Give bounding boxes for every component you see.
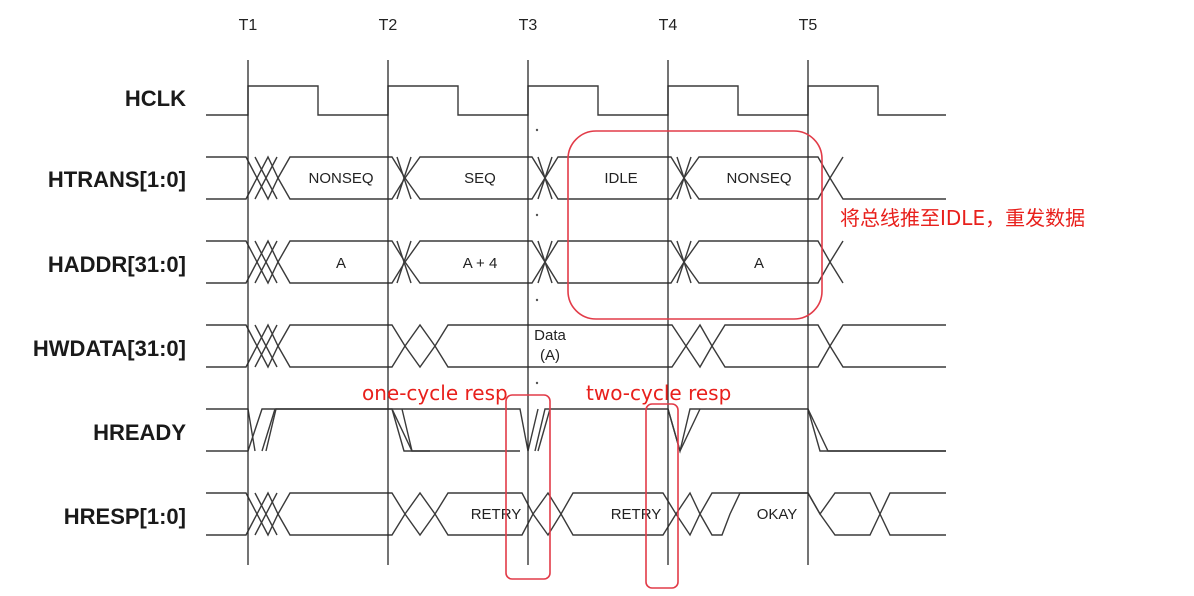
htrans-value-2: SEQ: [464, 170, 496, 187]
hclk-waveform: [206, 85, 946, 116]
htrans-value-1: NONSEQ: [308, 170, 373, 187]
htrans-waveform: [206, 155, 946, 201]
hwdata-value-line2: (A): [540, 347, 560, 364]
time-marker-t5: T5: [799, 17, 818, 34]
two-cycle-highlight: [645, 403, 679, 589]
signal-label-hresp: HRESP[1:0]: [64, 504, 186, 529]
time-marker-t3: T3: [519, 17, 538, 34]
signal-label-hclk: HCLK: [125, 86, 186, 111]
idle-retry-highlight: [567, 130, 823, 320]
bus-idle-annotation: 将总线推至IDLE，重发数据: [840, 206, 1085, 230]
haddr-value-1: A: [336, 255, 346, 272]
time-marker-t4: T4: [659, 17, 678, 34]
haddr-waveform: [206, 239, 844, 285]
one-cycle-highlight: [505, 394, 551, 580]
haddr-value-2: A + 4: [463, 255, 498, 272]
hresp-waveform: [206, 491, 946, 537]
hwdata-value-line1: Data: [534, 327, 566, 344]
one-cycle-annotation: one-cycle resp: [362, 381, 508, 405]
hresp-value-1: RETRY: [471, 506, 522, 523]
hwdata-waveform: [206, 323, 946, 369]
time-marker-t1: T1: [239, 17, 258, 34]
htrans-value-3: IDLE: [604, 170, 637, 187]
hresp-value-3: OKAY: [757, 506, 798, 523]
signal-label-hwdata: HWDATA[31:0]: [33, 336, 186, 361]
hready-waveform: [206, 408, 946, 454]
haddr-value-3: A: [754, 255, 764, 272]
two-cycle-annotation: two-cycle resp: [586, 381, 731, 405]
t3-dots: [535, 128, 539, 385]
time-marker-lines: [247, 60, 809, 565]
signal-label-htrans: HTRANS[1:0]: [48, 167, 186, 192]
signal-label-haddr: HADDR[31:0]: [48, 252, 186, 277]
time-marker-t2: T2: [379, 17, 398, 34]
signal-label-hready: HREADY: [93, 420, 186, 445]
htrans-value-4: NONSEQ: [726, 170, 791, 187]
hresp-value-2: RETRY: [611, 506, 662, 523]
